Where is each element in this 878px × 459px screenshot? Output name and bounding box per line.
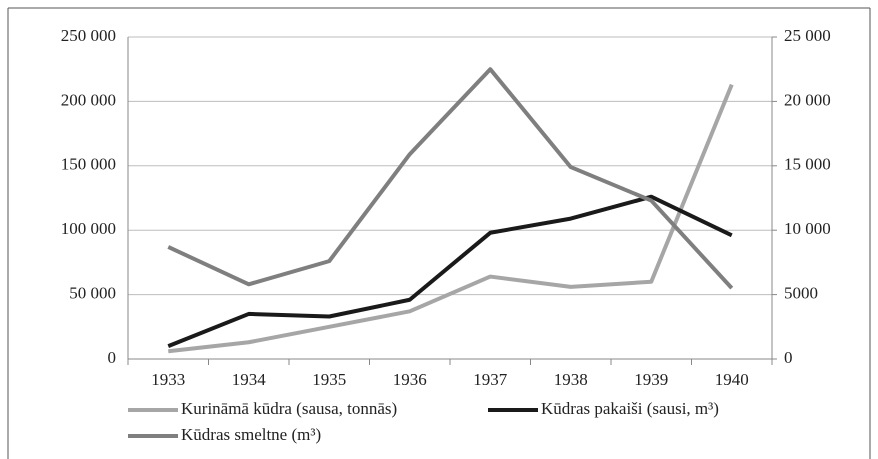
y2-tick-label: 0 <box>784 348 793 367</box>
legend-label: Kūdras pakaiši (sausi, m³) <box>541 399 719 418</box>
x-tick-label: 1940 <box>715 370 749 389</box>
y-tick-label: 100 000 <box>61 219 116 238</box>
series-line <box>168 83 734 354</box>
y-tick-label: 200 000 <box>61 90 116 109</box>
x-tick-label: 1935 <box>312 370 346 389</box>
y-tick-label: 250 000 <box>61 26 116 45</box>
x-tick-label: 1933 <box>151 370 185 389</box>
y-tick-label: 150 000 <box>61 155 116 174</box>
x-tick-label: 1936 <box>393 370 427 389</box>
legend-label: Kurināmā kūdra (sausa, tonnās) <box>181 399 397 418</box>
y2-tick-label: 20 000 <box>784 90 831 109</box>
x-tick-label: 1938 <box>554 370 588 389</box>
y2-tick-label: 15 000 <box>784 155 831 174</box>
x-tick-label: 1934 <box>232 370 267 389</box>
x-tick-label: 1939 <box>634 370 668 389</box>
y2-tick-label: 5000 <box>784 284 818 303</box>
y-tick-label: 0 <box>108 348 117 367</box>
series-line <box>167 67 734 290</box>
y2-tick-label: 10 000 <box>784 219 831 238</box>
x-tick-label: 1937 <box>473 370 508 389</box>
y-tick-label: 50 000 <box>69 284 116 303</box>
series-line <box>167 194 733 348</box>
legend-label: Kūdras smeltne (m³) <box>181 425 321 444</box>
y2-tick-label: 25 000 <box>784 26 831 45</box>
